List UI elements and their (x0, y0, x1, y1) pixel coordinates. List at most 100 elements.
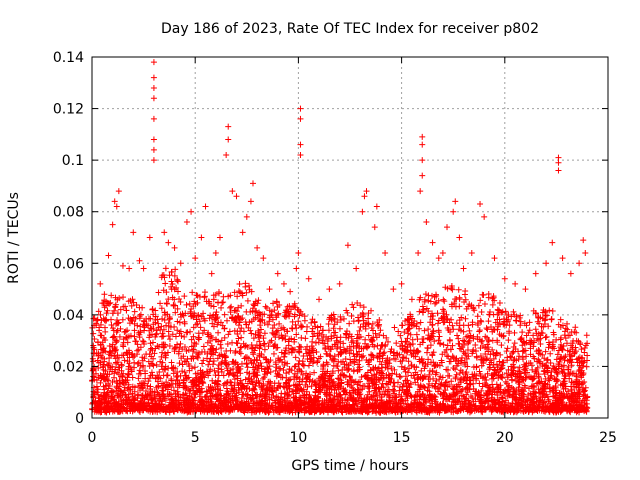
data-point (218, 368, 225, 375)
data-point (387, 348, 394, 355)
data-point (439, 351, 446, 358)
data-point (433, 369, 440, 376)
data-point (446, 336, 453, 343)
data-point (466, 301, 473, 308)
data-point (187, 328, 194, 335)
data-point (191, 298, 198, 305)
data-point (517, 322, 524, 329)
data-point (408, 393, 415, 400)
data-point (134, 360, 141, 367)
data-point (463, 355, 470, 362)
data-point (407, 348, 414, 355)
data-point (325, 327, 332, 334)
data-point (425, 326, 432, 333)
data-point (442, 379, 449, 386)
data-point (532, 310, 539, 317)
data-point (554, 377, 561, 384)
data-point (199, 360, 206, 367)
data-point (490, 355, 497, 362)
data-point (109, 310, 116, 317)
data-point (193, 341, 200, 348)
data-point (568, 379, 575, 386)
data-point (427, 313, 434, 320)
data-point (356, 357, 363, 364)
data-point (158, 323, 165, 330)
data-point (546, 400, 553, 407)
data-point (113, 338, 120, 345)
data-point (256, 338, 263, 345)
data-point (171, 286, 178, 293)
data-point (355, 314, 362, 321)
data-point (181, 320, 188, 327)
data-point (252, 331, 259, 338)
data-point (557, 316, 564, 323)
data-point (174, 305, 181, 312)
data-point (189, 377, 196, 384)
data-point (149, 339, 156, 346)
data-point (250, 335, 257, 342)
data-point (360, 345, 367, 352)
data-point (583, 363, 590, 370)
data-point (443, 379, 450, 386)
data-point (121, 357, 128, 364)
data-point (384, 338, 391, 345)
data-point (440, 341, 447, 348)
data-point (481, 380, 488, 387)
data-point (176, 360, 183, 367)
data-point (275, 380, 282, 387)
data-point (577, 339, 584, 346)
data-point (431, 338, 438, 345)
data-point (240, 328, 247, 335)
data-point (333, 390, 340, 397)
data-point (116, 354, 122, 361)
data-point (92, 370, 99, 377)
data-point (212, 372, 219, 379)
data-point (350, 318, 357, 325)
data-point (129, 374, 136, 381)
data-point (186, 300, 193, 307)
data-point (174, 327, 181, 334)
data-point (141, 317, 148, 324)
data-point (395, 328, 402, 335)
data-point (200, 343, 207, 350)
data-point (168, 377, 175, 384)
data-point (278, 349, 285, 356)
data-point (153, 361, 160, 368)
data-point (166, 272, 173, 279)
data-point (148, 369, 155, 376)
data-point (120, 336, 127, 343)
data-point (448, 378, 455, 385)
data-point (545, 323, 552, 330)
data-point (478, 338, 485, 345)
data-point (131, 308, 138, 315)
data-point (188, 393, 195, 400)
data-point (398, 393, 405, 400)
data-point (260, 341, 267, 348)
data-point (330, 325, 337, 332)
data-point (158, 305, 165, 312)
data-point (120, 294, 127, 301)
data-point (207, 338, 214, 345)
data-point (215, 288, 222, 295)
data-point (215, 361, 222, 368)
data-point (470, 305, 477, 312)
data-point (411, 375, 418, 382)
data-point (299, 376, 306, 383)
data-point (475, 302, 482, 309)
data-point (433, 299, 440, 306)
data-point (511, 340, 518, 347)
data-point (257, 332, 264, 339)
data-point (168, 283, 175, 290)
data-point (435, 388, 442, 395)
data-point (347, 356, 354, 363)
data-point (286, 382, 293, 389)
data-point (124, 358, 131, 365)
data-point (190, 346, 197, 353)
data-point (217, 341, 224, 348)
data-point (330, 355, 337, 362)
data-point (177, 299, 184, 306)
data-point (390, 387, 397, 394)
data-point (549, 307, 556, 314)
data-point (450, 326, 457, 333)
